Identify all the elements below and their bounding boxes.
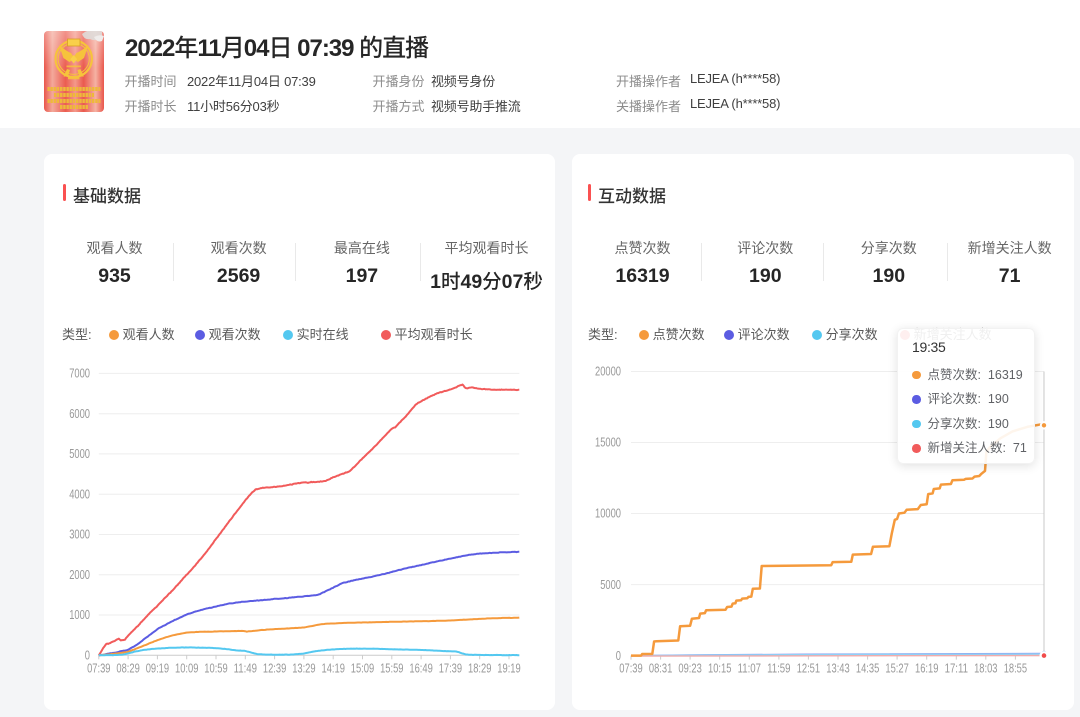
svg-text:13:29: 13:29 bbox=[292, 661, 315, 676]
svg-text:15:27: 15:27 bbox=[885, 661, 908, 676]
svg-text:07:39: 07:39 bbox=[619, 661, 642, 676]
svg-text:1000: 1000 bbox=[69, 607, 90, 622]
svg-text:12:51: 12:51 bbox=[797, 661, 820, 676]
svg-text:10:09: 10:09 bbox=[175, 661, 198, 676]
svg-text:18:29: 18:29 bbox=[468, 661, 491, 676]
svg-text:16:19: 16:19 bbox=[915, 661, 938, 676]
svg-text:17:39: 17:39 bbox=[439, 661, 462, 676]
svg-text:5000: 5000 bbox=[600, 577, 621, 592]
svg-text:17:11: 17:11 bbox=[945, 661, 968, 676]
svg-text:0: 0 bbox=[85, 648, 90, 663]
svg-text:14:35: 14:35 bbox=[856, 661, 879, 676]
svg-text:15000: 15000 bbox=[595, 435, 621, 450]
svg-text:7000: 7000 bbox=[69, 366, 90, 381]
svg-text:18:55: 18:55 bbox=[1004, 661, 1027, 676]
svg-text:2000: 2000 bbox=[69, 567, 90, 582]
svg-text:0: 0 bbox=[616, 648, 621, 663]
svg-text:11:59: 11:59 bbox=[767, 661, 790, 676]
svg-text:4000: 4000 bbox=[69, 486, 90, 501]
svg-text:12:39: 12:39 bbox=[263, 661, 286, 676]
svg-text:16:49: 16:49 bbox=[409, 661, 432, 676]
svg-text:11:49: 11:49 bbox=[234, 661, 257, 676]
svg-text:09:23: 09:23 bbox=[678, 661, 701, 676]
svg-text:10000: 10000 bbox=[595, 506, 621, 521]
svg-text:10:15: 10:15 bbox=[708, 661, 731, 676]
svg-text:15:09: 15:09 bbox=[351, 661, 374, 676]
svg-text:07:39: 07:39 bbox=[87, 661, 110, 676]
svg-text:5000: 5000 bbox=[69, 446, 90, 461]
svg-text:15:59: 15:59 bbox=[380, 661, 403, 676]
svg-text:08:29: 08:29 bbox=[116, 661, 139, 676]
svg-text:3000: 3000 bbox=[69, 527, 90, 542]
svg-text:09:19: 09:19 bbox=[146, 661, 169, 676]
svg-text:18:03: 18:03 bbox=[974, 661, 997, 676]
svg-text:6000: 6000 bbox=[69, 406, 90, 421]
svg-text:14:19: 14:19 bbox=[322, 661, 345, 676]
svg-text:19:19: 19:19 bbox=[497, 661, 520, 676]
svg-text:10:59: 10:59 bbox=[204, 661, 227, 676]
svg-text:20000: 20000 bbox=[595, 364, 621, 379]
svg-text:08:31: 08:31 bbox=[649, 661, 672, 676]
svg-text:11:07: 11:07 bbox=[738, 661, 761, 676]
svg-text:13:43: 13:43 bbox=[826, 661, 849, 676]
